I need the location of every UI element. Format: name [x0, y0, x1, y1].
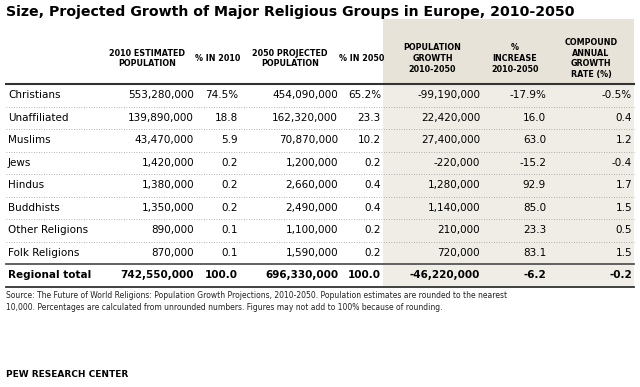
Text: 0.1: 0.1	[221, 248, 238, 258]
Text: 1.7: 1.7	[616, 180, 632, 190]
Text: 1,420,000: 1,420,000	[141, 158, 194, 168]
Bar	[383, 241, 634, 264]
Bar	[383, 19, 634, 85]
Text: 65.2%: 65.2%	[348, 90, 381, 100]
Text: 43,470,000: 43,470,000	[135, 135, 194, 145]
Text: 742,550,000: 742,550,000	[120, 270, 194, 280]
Text: -46,220,000: -46,220,000	[410, 270, 480, 280]
Text: -0.4: -0.4	[612, 158, 632, 168]
Bar	[383, 151, 634, 174]
Text: 0.2: 0.2	[221, 180, 238, 190]
Text: 23.3: 23.3	[358, 113, 381, 123]
Text: -6.2: -6.2	[524, 270, 546, 280]
Text: -17.9%: -17.9%	[509, 90, 546, 100]
Text: 139,890,000: 139,890,000	[128, 113, 194, 123]
Text: 27,400,000: 27,400,000	[421, 135, 480, 145]
Text: 100.0: 100.0	[348, 270, 381, 280]
Text: Other Religions: Other Religions	[8, 225, 88, 235]
Text: 1,590,000: 1,590,000	[285, 248, 338, 258]
Text: Hindus: Hindus	[8, 180, 44, 190]
Text: Jews: Jews	[8, 158, 31, 168]
Text: 0.4: 0.4	[616, 113, 632, 123]
Bar	[383, 84, 634, 106]
Text: 0.2: 0.2	[221, 203, 238, 213]
Text: -99,190,000: -99,190,000	[417, 90, 480, 100]
Bar	[383, 197, 634, 219]
Text: 0.2: 0.2	[365, 225, 381, 235]
Text: 74.5%: 74.5%	[205, 90, 238, 100]
Text: -220,000: -220,000	[434, 158, 480, 168]
Text: 870,000: 870,000	[152, 248, 194, 258]
Text: 83.1: 83.1	[523, 248, 546, 258]
Text: PEW RESEARCH CENTER: PEW RESEARCH CENTER	[6, 370, 128, 379]
Text: 2,660,000: 2,660,000	[285, 180, 338, 190]
Text: 162,320,000: 162,320,000	[272, 113, 338, 123]
Text: 23.3: 23.3	[523, 225, 546, 235]
Text: 0.4: 0.4	[365, 203, 381, 213]
Bar	[383, 174, 634, 197]
Text: Size, Projected Growth of Major Religious Groups in Europe, 2010-2050: Size, Projected Growth of Major Religiou…	[6, 5, 575, 19]
Text: % IN 2050: % IN 2050	[339, 54, 384, 63]
Text: -15.2: -15.2	[519, 158, 546, 168]
Text: 63.0: 63.0	[523, 135, 546, 145]
Text: 1.2: 1.2	[616, 135, 632, 145]
Text: 2050 PROJECTED
POPULATION: 2050 PROJECTED POPULATION	[252, 49, 328, 68]
Text: Muslims: Muslims	[8, 135, 51, 145]
Text: Buddhists: Buddhists	[8, 203, 60, 213]
Text: 0.5: 0.5	[616, 225, 632, 235]
Text: %
INCREASE
2010-2050: % INCREASE 2010-2050	[492, 43, 539, 74]
Bar	[383, 264, 634, 286]
Text: 5.9: 5.9	[221, 135, 238, 145]
Text: 0.2: 0.2	[365, 248, 381, 258]
Text: Christians: Christians	[8, 90, 61, 100]
Text: 2,490,000: 2,490,000	[285, 203, 338, 213]
Text: 890,000: 890,000	[152, 225, 194, 235]
Bar	[383, 219, 634, 241]
Bar	[383, 129, 634, 151]
Text: 454,090,000: 454,090,000	[272, 90, 338, 100]
Text: 1,350,000: 1,350,000	[141, 203, 194, 213]
Text: 18.8: 18.8	[215, 113, 238, 123]
Text: 1,140,000: 1,140,000	[428, 203, 480, 213]
Text: 0.4: 0.4	[365, 180, 381, 190]
Text: 70,870,000: 70,870,000	[279, 135, 338, 145]
Text: 10.2: 10.2	[358, 135, 381, 145]
Text: 553,280,000: 553,280,000	[128, 90, 194, 100]
Text: Regional total: Regional total	[8, 270, 92, 280]
Text: -0.5%: -0.5%	[602, 90, 632, 100]
Text: 1,380,000: 1,380,000	[141, 180, 194, 190]
Text: 210,000: 210,000	[437, 225, 480, 235]
Text: 92.9: 92.9	[523, 180, 546, 190]
Text: 1.5: 1.5	[616, 248, 632, 258]
Text: 16.0: 16.0	[523, 113, 546, 123]
Text: 696,330,000: 696,330,000	[265, 270, 338, 280]
Text: 0.2: 0.2	[365, 158, 381, 168]
Text: 1.5: 1.5	[616, 203, 632, 213]
Text: Source: The Future of World Religions: Population Growth Projections, 2010-2050.: Source: The Future of World Religions: P…	[6, 291, 507, 312]
Text: 1,100,000: 1,100,000	[285, 225, 338, 235]
Text: 0.1: 0.1	[221, 225, 238, 235]
Text: 0.2: 0.2	[221, 158, 238, 168]
Text: Folk Religions: Folk Religions	[8, 248, 79, 258]
Bar	[383, 106, 634, 129]
Text: COMPOUND
ANNUAL
GROWTH
RATE (%): COMPOUND ANNUAL GROWTH RATE (%)	[564, 38, 618, 79]
Text: 100.0: 100.0	[205, 270, 238, 280]
Text: 2010 ESTIMATED
POPULATION: 2010 ESTIMATED POPULATION	[109, 49, 185, 68]
Text: POPULATION
GROWTH
2010-2050: POPULATION GROWTH 2010-2050	[404, 43, 461, 74]
Text: 85.0: 85.0	[523, 203, 546, 213]
Text: % IN 2010: % IN 2010	[195, 54, 241, 63]
Text: 720,000: 720,000	[437, 248, 480, 258]
Text: -0.2: -0.2	[609, 270, 632, 280]
Text: 1,280,000: 1,280,000	[428, 180, 480, 190]
Text: 1,200,000: 1,200,000	[285, 158, 338, 168]
Text: 22,420,000: 22,420,000	[420, 113, 480, 123]
Text: Unaffiliated: Unaffiliated	[8, 113, 68, 123]
